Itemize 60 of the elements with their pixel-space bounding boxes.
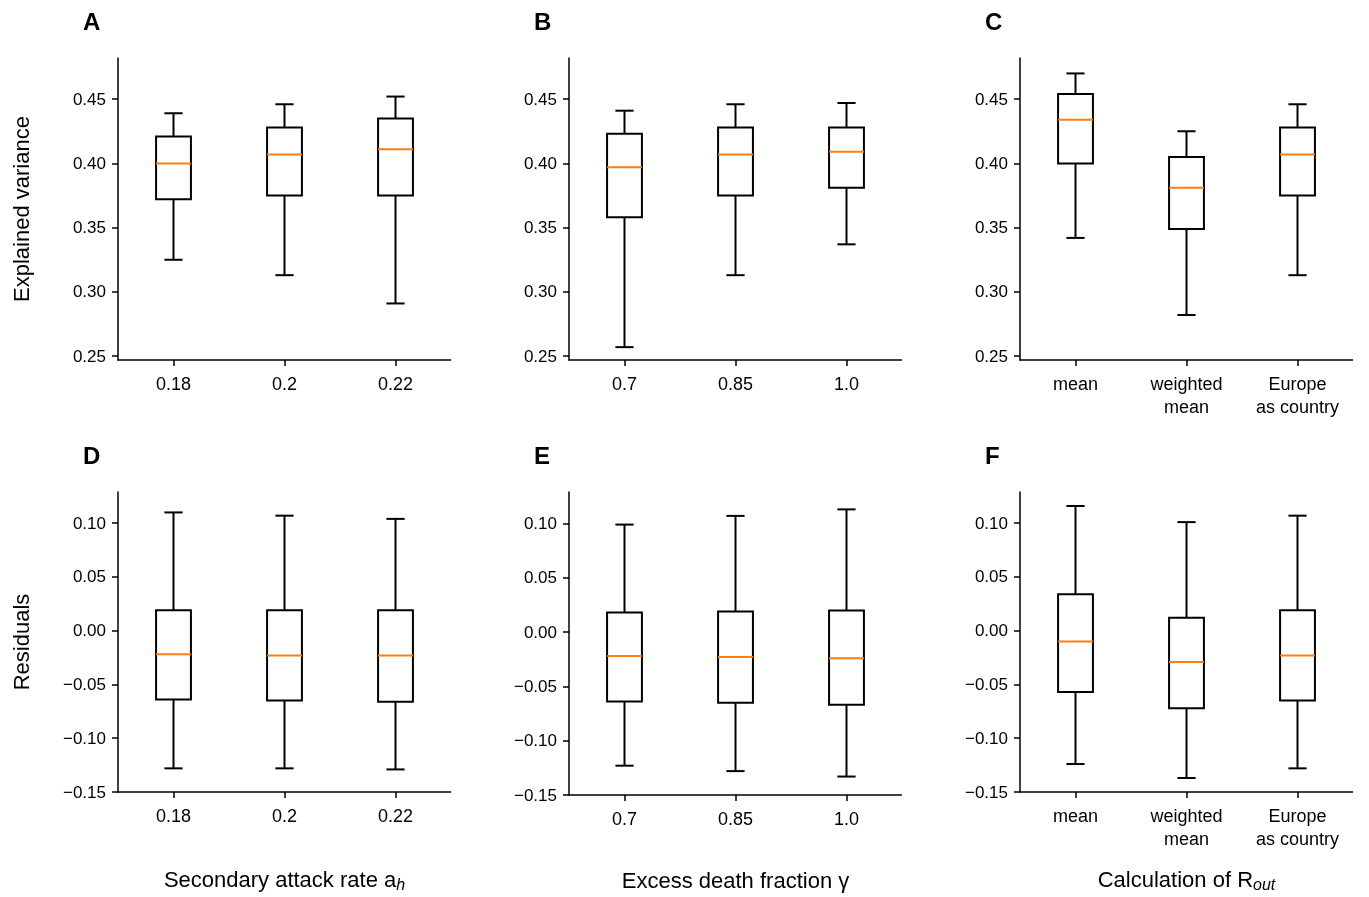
x-tick-label: 0.18 [155,373,192,394]
y-tick-label: 0.10 [523,513,557,533]
y-tick-label: 0.45 [72,89,106,109]
x-tick-label: 0.7 [611,808,638,829]
y-tick-label: 0.35 [72,218,106,238]
y-tick-label: 0.25 [72,346,106,366]
y-tick-label: −0.05 [964,674,1008,694]
x-axis-title: Excess death fraction γ [621,867,850,893]
y-tick-label: 0.35 [523,218,557,238]
x-tick-label: weighted mean [1149,373,1223,417]
chart-title: B [534,7,552,35]
y-tick-label: 0.35 [974,218,1008,238]
y-tick-label: −0.05 [513,676,557,696]
y-tick-label: 0.10 [974,513,1008,533]
y-tick-label: −0.05 [62,674,106,694]
y-tick-label: 0.45 [523,89,557,109]
x-tick-label: 1.0 [833,373,860,394]
y-tick-label: 0.45 [974,89,1008,109]
chart-title: A [83,7,101,35]
chart-title: F [985,441,1000,469]
y-tick-label: 0.10 [72,513,106,533]
y-tick-label: 0.00 [523,622,557,642]
y-tick-label: 0.00 [72,621,106,641]
y-tick-label: 0.30 [523,282,557,302]
y-tick-label: 0.40 [523,153,557,173]
y-tick-label: 0.05 [72,567,106,587]
y-tick-label: −0.15 [62,782,106,802]
y-tick-label: −0.15 [513,785,557,805]
x-tick-label: 1.0 [833,808,860,829]
x-tick-label: 0.85 [717,808,754,829]
y-tick-label: 0.40 [72,153,106,173]
x-tick-label: 0.18 [155,805,192,826]
x-tick-label: 0.22 [377,805,414,826]
x-tick-label: 0.2 [271,373,298,394]
x-tick-label: 0.85 [717,373,754,394]
x-tick-label: 0.7 [611,373,638,394]
y-tick-label: 0.25 [974,346,1008,366]
x-tick-label: 0.22 [377,373,414,394]
y-tick-label: 0.30 [72,282,106,302]
y-tick-label: 0.05 [974,567,1008,587]
x-tick-label: Europe as country [1255,373,1340,417]
y-tick-label: 0.30 [974,282,1008,302]
y-axis-title: Residuals [8,593,34,691]
y-axis-title: Explained variance [8,116,34,302]
chart-title: D [83,441,101,469]
chart-title: E [534,441,551,469]
y-tick-label: −0.10 [62,728,106,748]
y-tick-label: −0.15 [964,782,1008,802]
y-tick-label: 0.40 [974,153,1008,173]
y-tick-label: 0.25 [523,346,557,366]
x-tick-label: mean [1052,805,1099,826]
chart-title: C [985,7,1003,35]
y-tick-label: 0.05 [523,568,557,588]
y-tick-label: −0.10 [964,728,1008,748]
y-tick-label: −0.10 [513,731,557,751]
y-tick-label: 0.00 [974,621,1008,641]
x-tick-label: weighted mean [1149,805,1223,849]
x-tick-label: mean [1052,373,1099,394]
x-tick-label: Europe as country [1255,805,1340,849]
x-tick-label: 0.2 [271,805,298,826]
